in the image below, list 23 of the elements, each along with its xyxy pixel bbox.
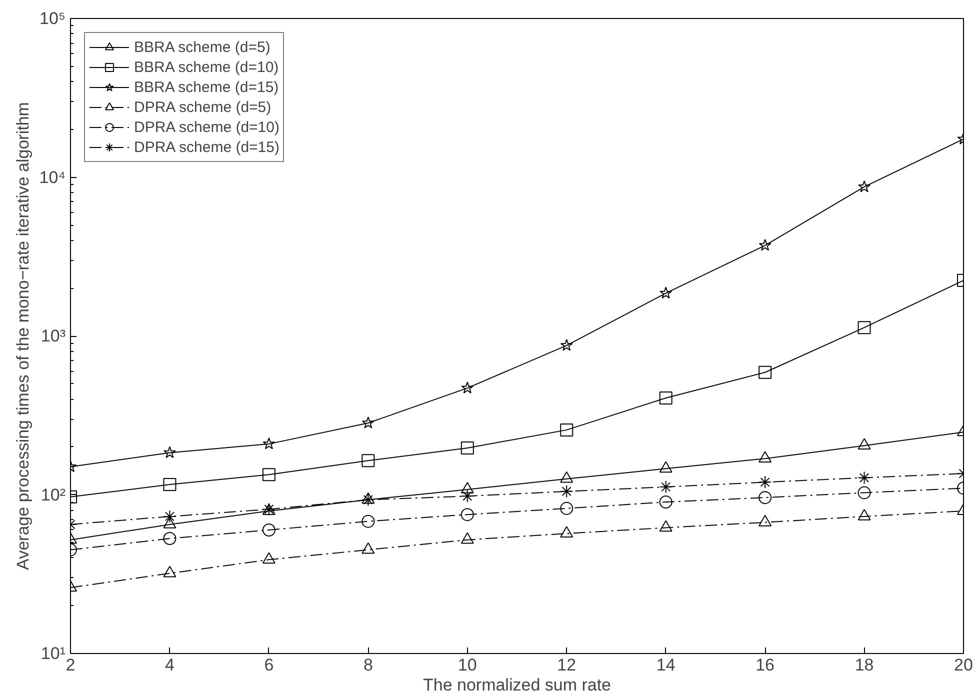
y-tick-label: 10³ — [40, 326, 66, 346]
x-tick-label: 10 — [458, 656, 477, 674]
x-tick-label: 14 — [656, 656, 676, 674]
legend-label: DPRA scheme (d=10) — [134, 118, 280, 136]
x-tick-label: 18 — [854, 656, 874, 674]
x-tick-label: 8 — [363, 656, 373, 674]
x-tick-label: 20 — [954, 656, 973, 674]
legend-label: BBRA scheme (d=15) — [134, 78, 279, 96]
x-tick-label: 2 — [66, 656, 76, 674]
y-axis-title: Average processing times of the mono−rate iterative algorithm — [13, 102, 32, 570]
x-tick-label: 12 — [557, 656, 576, 674]
legend-label: DPRA scheme (d=5) — [134, 98, 272, 116]
x-axis-title: The normalized sum rate — [422, 676, 612, 694]
x-tick-label: 4 — [164, 656, 174, 674]
y-tick-label: 10⁵ — [40, 9, 66, 28]
y-tick-label: 10⁴ — [39, 168, 66, 187]
y-tick-label: 10¹ — [40, 644, 66, 663]
legend-label: BBRA scheme (d=10) — [134, 58, 279, 76]
x-tick-label: 6 — [264, 656, 274, 674]
x-tick-label: 16 — [756, 656, 775, 674]
legend-label: DPRA scheme (d=15) — [134, 138, 280, 156]
legend-label: BBRA scheme (d=5) — [134, 38, 270, 56]
y-tick-label: 10² — [40, 485, 66, 504]
